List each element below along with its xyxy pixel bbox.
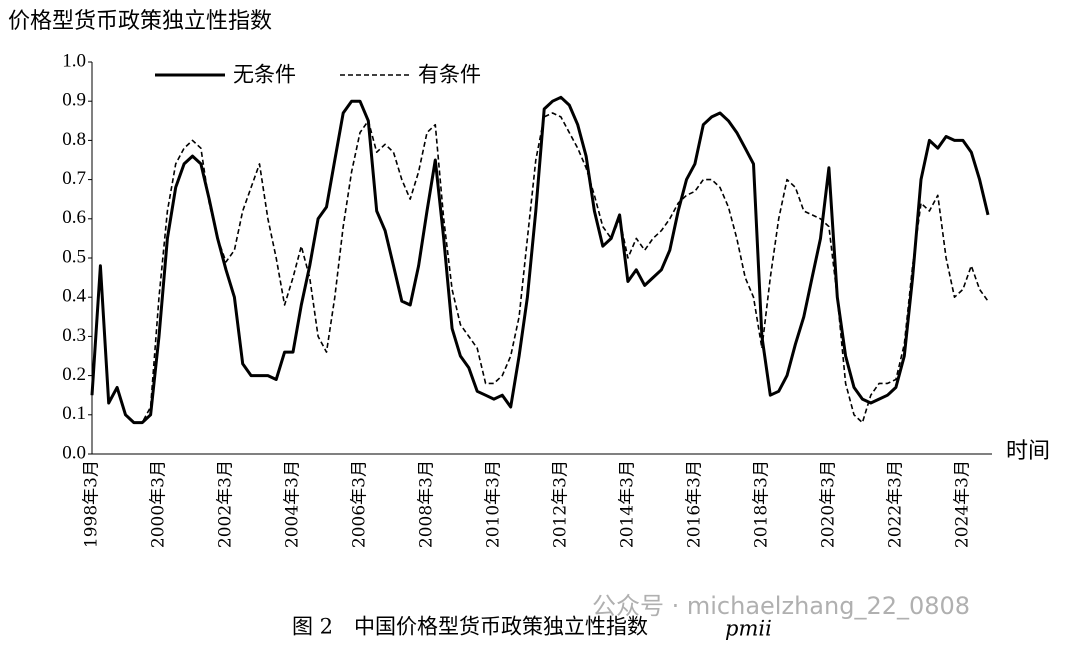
watermark: 公众号 · michaelzhang_22_0808 [592, 592, 970, 620]
y-tick-label: 0.6 [62, 207, 86, 228]
y-tick-label: 1.0 [62, 50, 86, 71]
x-tick-label: 2006年3月 [349, 460, 369, 548]
legend-label: 无条件 [233, 63, 296, 87]
x-tick-label: 1998年3月 [82, 460, 102, 548]
series-line [90, 95, 990, 425]
y-tick-label: 0.5 [62, 246, 86, 267]
y-tick-label: 0.2 [62, 364, 86, 385]
x-tick-label: 2010年3月 [483, 460, 503, 548]
chart-title: 价格型货币政策独立性指数 [8, 9, 272, 34]
x-tick-label: 2024年3月 [952, 460, 972, 548]
y-tick-label: 0.3 [62, 325, 86, 346]
x-tick-label: 2008年3月 [416, 460, 436, 548]
x-axis-label: 时间 [1006, 439, 1050, 464]
x-tick-label: 2014年3月 [617, 460, 637, 548]
x-tick-label: 2018年3月 [751, 460, 771, 548]
y-tick-label: 0.9 [62, 90, 86, 111]
series-line [91, 112, 989, 424]
x-tick-label: 2020年3月 [818, 460, 838, 548]
x-tick-label: 2016年3月 [684, 460, 704, 548]
x-tick-label: 2000年3月 [148, 460, 168, 548]
legend-label: 有条件 [418, 63, 481, 87]
caption: 图 2 中国价格型货币政策独立性指数 [292, 615, 648, 639]
y-tick-label: 0.4 [62, 286, 86, 307]
y-tick-label: 0.1 [62, 403, 86, 424]
y-tick-label: 0.8 [62, 129, 86, 150]
x-tick-label: 2002年3月 [215, 460, 235, 548]
x-tick-label: 2004年3月 [282, 460, 302, 548]
x-tick-label: 2012年3月 [550, 460, 570, 548]
y-tick-label: 0.7 [62, 168, 86, 189]
y-tick-label: 0.0 [62, 442, 86, 463]
caption-italic: pmii [725, 617, 772, 641]
x-tick-label: 2022年3月 [885, 460, 905, 548]
